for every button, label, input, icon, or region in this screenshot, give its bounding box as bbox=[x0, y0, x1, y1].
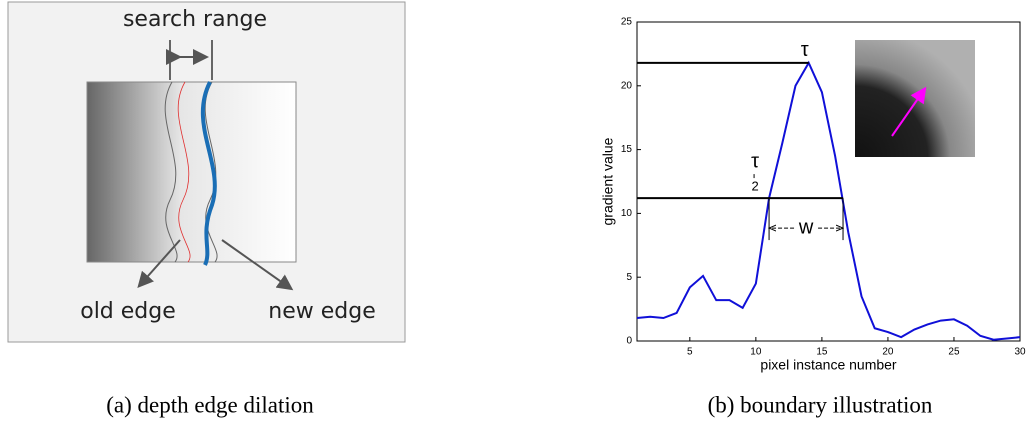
plot-area bbox=[636, 21, 1021, 342]
new-edge-line bbox=[200, 81, 217, 266]
new-edge-label: new edge bbox=[268, 299, 375, 324]
x-tick-label: 20 bbox=[882, 347, 894, 358]
old-edge-arrow bbox=[137, 239, 181, 288]
old-edge-line bbox=[177, 81, 191, 263]
inset-arrow bbox=[891, 86, 927, 137]
inset-image bbox=[855, 40, 975, 157]
tau-label: τ bbox=[801, 39, 809, 61]
range-right bbox=[204, 81, 218, 263]
x-tick-label: 25 bbox=[948, 347, 960, 358]
new-edge-arrow bbox=[221, 239, 294, 291]
depth-patch bbox=[86, 81, 297, 263]
search-range-label: search range bbox=[123, 7, 267, 32]
half-tau-denominator: 2 bbox=[751, 179, 758, 194]
x-axis-label: pixel instance number bbox=[760, 357, 897, 373]
x-tick-label: 30 bbox=[1014, 347, 1026, 358]
x-tick-label: 5 bbox=[687, 347, 693, 358]
caption: (b) boundary illustration bbox=[708, 392, 933, 417]
x-tick-label: 10 bbox=[750, 347, 762, 358]
y-axis-label: gradient value bbox=[600, 137, 616, 225]
y-tick-label: 5 bbox=[626, 272, 632, 283]
y-tick-label: 10 bbox=[621, 208, 633, 219]
y-tick-label: 25 bbox=[621, 17, 633, 28]
y-tick-label: 0 bbox=[626, 336, 632, 347]
half-tau-numerator: τ bbox=[751, 150, 759, 172]
old-edge-label: old edge bbox=[80, 299, 176, 324]
y-tick-label: 20 bbox=[621, 80, 633, 91]
width-label: w bbox=[798, 216, 814, 238]
y-tick-label: 15 bbox=[621, 144, 633, 155]
data-line bbox=[636, 60, 1021, 341]
x-tick-label: 15 bbox=[816, 347, 828, 358]
caption: (a) depth edge dilation bbox=[106, 392, 314, 417]
